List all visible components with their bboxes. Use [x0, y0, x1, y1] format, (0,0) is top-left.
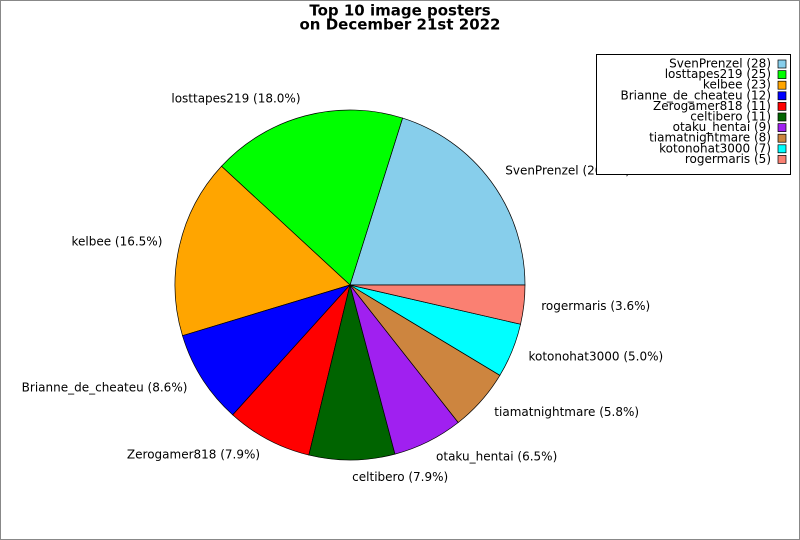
legend-label: Brianne_de_cheateu (12) — [620, 88, 771, 102]
legend-swatch — [777, 155, 787, 164]
chart-title: Top 10 image posters — [309, 2, 490, 20]
legend-label: rogermaris (5) — [685, 152, 771, 166]
chart-subtitle: on December 21st 2022 — [300, 16, 501, 34]
pie-slice — [220, 109, 404, 286]
slice-label: rogermaris (3.6%) — [541, 299, 650, 313]
legend-swatch — [777, 112, 787, 122]
legend-label: SvenPrenzel (28) — [669, 57, 771, 71]
legend-label: kotonohat3000 (7) — [659, 141, 771, 155]
pie-slice — [174, 165, 351, 337]
slice-label: Brianne_de_cheateu (8.6%) — [22, 381, 188, 395]
legend-swatch — [777, 133, 787, 143]
legend-swatch — [777, 70, 787, 79]
pie-slice — [182, 284, 352, 416]
legend-label: otaku_hentai (9) — [673, 120, 771, 134]
legend-box — [596, 54, 791, 175]
slice-label: otaku_hentai (6.5%) — [436, 450, 557, 464]
slice-label: Zerogamer818 (7.9%) — [127, 448, 260, 462]
legend-swatch — [777, 144, 787, 154]
legend-label: Zerogamer818 (11) — [653, 99, 771, 113]
legend-swatch — [777, 80, 787, 90]
legend: SvenPrenzel (28)losttapes219 (25)kelbee … — [596, 54, 791, 175]
legend-label: kelbee (23) — [703, 78, 771, 92]
legend-label: celtibero (11) — [690, 110, 771, 124]
slice-label: tiamatnightmare (5.8%) — [494, 405, 639, 419]
slice-label: kelbee (16.5%) — [71, 234, 162, 248]
slice-label: kotonohat3000 (5.0%) — [528, 350, 663, 364]
pie-slice — [349, 284, 526, 325]
legend-swatch — [777, 102, 787, 111]
pie-slice — [349, 117, 526, 286]
legend-swatch — [777, 123, 787, 132]
legend-swatch — [777, 59, 787, 69]
slice-label: losttapes219 (18.0%) — [171, 91, 300, 105]
slice-label: celtibero (7.9%) — [352, 470, 448, 484]
pie: SvenPrenzel (20.1%)losttapes219 (18.0%)k… — [22, 91, 664, 484]
legend-label: tiamatnightmare (8) — [649, 131, 771, 145]
legend-label: losttapes219 (25) — [665, 67, 771, 81]
legend-swatch — [777, 91, 787, 101]
